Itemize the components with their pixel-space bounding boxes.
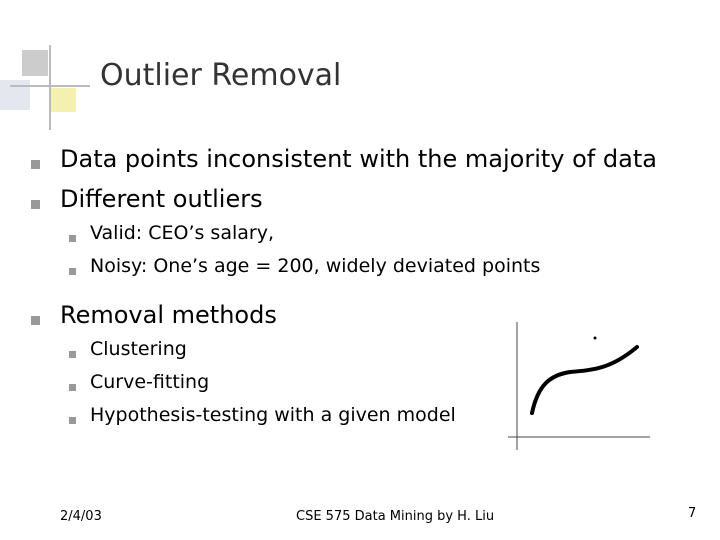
sub-bullet-text: Clustering [90,338,187,360]
bullet-marker [31,200,40,209]
sub-bullet-marker [69,235,76,242]
footer-date: 2/4/03 [60,509,102,524]
sub-bullet-text: Curve-fitting [90,371,210,393]
slide-title: Outlier Removal [100,58,342,93]
bullet-text: Data points inconsistent with the majori… [60,145,657,173]
sub-bullet-marker [69,351,76,358]
footer-center: CSE 575 Data Mining by H. Liu [296,509,495,524]
bullet-marker [31,316,40,325]
bullet-text: Different outliers [60,185,263,213]
page-number: 7 [688,506,697,521]
sub-bullet-text: Valid: CEO’s salary, [90,222,274,244]
sub-bullet-text: Noisy: One’s age = 200, widely deviated … [90,255,541,277]
sub-bullet-text: Hypothesis-testing with a given model [90,404,456,426]
sub-bullet-marker [69,384,76,391]
bullet-text: Removal methods [60,301,277,329]
sub-bullet-marker [69,417,76,424]
sub-bullet-marker [69,268,76,275]
bullet-marker [31,160,40,169]
